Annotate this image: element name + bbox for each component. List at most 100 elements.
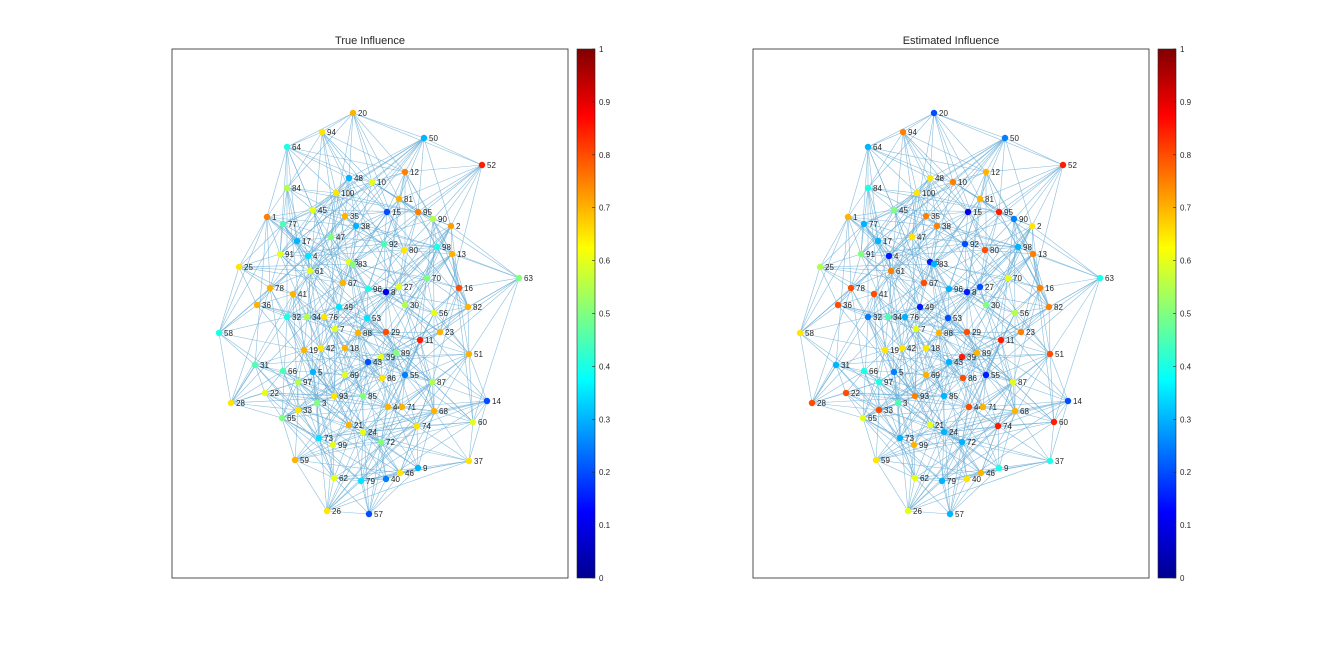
edge-93-66 bbox=[282, 370, 335, 397]
node-71 bbox=[398, 403, 406, 411]
node-label-85: 85 bbox=[368, 392, 377, 401]
edge-94-48 bbox=[321, 131, 350, 179]
node-70 bbox=[423, 274, 431, 282]
edge-100-4 bbox=[307, 192, 337, 257]
edge-82-13 bbox=[451, 253, 469, 308]
node-label-68: 68 bbox=[439, 407, 448, 416]
edge-38-1 bbox=[266, 216, 357, 227]
node-88 bbox=[935, 329, 943, 337]
edge-61-47 bbox=[890, 236, 913, 272]
node-label-74: 74 bbox=[1003, 422, 1012, 431]
edge-14-37 bbox=[468, 400, 488, 462]
edge-15-94 bbox=[902, 131, 969, 213]
edge-58-1 bbox=[799, 216, 849, 334]
edge-85-7 bbox=[334, 328, 364, 397]
node-38 bbox=[352, 222, 360, 230]
edge-79-24 bbox=[941, 431, 945, 482]
edge-20-10 bbox=[933, 112, 954, 183]
edge-85-86 bbox=[943, 377, 964, 397]
edge-46-57 bbox=[368, 472, 401, 515]
edge-57-55 bbox=[368, 374, 406, 515]
node-19 bbox=[881, 346, 889, 354]
node-label-95: 95 bbox=[1004, 208, 1013, 217]
node-label-80: 80 bbox=[409, 246, 418, 255]
node-52 bbox=[1059, 161, 1067, 169]
edge-13-12 bbox=[404, 171, 453, 255]
edge-18-39 bbox=[344, 347, 382, 358]
node-96 bbox=[945, 285, 953, 293]
edge-67-45 bbox=[312, 209, 344, 284]
edge-13-12 bbox=[985, 171, 1034, 255]
edge-70-98 bbox=[426, 246, 438, 279]
node-28 bbox=[808, 399, 816, 407]
edge-59-87 bbox=[875, 381, 1014, 461]
node-label-31: 31 bbox=[841, 361, 850, 370]
edge-49-67 bbox=[338, 282, 344, 308]
node-83 bbox=[349, 260, 357, 268]
edge-84-19 bbox=[867, 187, 886, 351]
edge-67-76 bbox=[904, 282, 925, 318]
edge-92-45 bbox=[312, 209, 385, 245]
edge-32-36 bbox=[256, 304, 288, 318]
node-96 bbox=[364, 285, 372, 293]
node-17 bbox=[874, 237, 882, 245]
edge-30-4 bbox=[307, 255, 406, 306]
edge-30-56 bbox=[404, 304, 435, 314]
edge-42-32 bbox=[286, 316, 322, 349]
edge-50-95 bbox=[998, 137, 1006, 213]
edge-94-84 bbox=[867, 131, 904, 189]
edge-92-27 bbox=[964, 243, 981, 288]
edge-83-17 bbox=[877, 240, 935, 265]
edge-77-84 bbox=[863, 187, 869, 225]
edge-90-82 bbox=[432, 218, 469, 308]
edge-65-97 bbox=[862, 381, 880, 419]
edge-48-47 bbox=[330, 177, 350, 238]
edge-59-74 bbox=[875, 425, 999, 461]
edge-46-72 bbox=[961, 441, 982, 474]
node-53 bbox=[363, 314, 371, 322]
node-33 bbox=[875, 406, 883, 414]
edge-59-87 bbox=[294, 381, 433, 461]
edge-45-95 bbox=[312, 209, 419, 213]
edge-40-79 bbox=[360, 478, 387, 482]
edge-43-51 bbox=[948, 353, 1051, 363]
edge-83-77 bbox=[282, 223, 354, 265]
edge-5-19 bbox=[303, 349, 314, 373]
edge-94-100 bbox=[321, 131, 337, 194]
edge-14-87 bbox=[431, 381, 488, 402]
node-label-24: 24 bbox=[368, 428, 377, 437]
edge-27-70 bbox=[398, 277, 428, 288]
edge-59-65 bbox=[862, 417, 877, 461]
node-label-7: 7 bbox=[921, 325, 926, 334]
edge-78-1 bbox=[847, 216, 852, 289]
edge-71-53 bbox=[947, 317, 984, 408]
edge-7-49 bbox=[334, 306, 340, 330]
edge-98-8 bbox=[966, 246, 1019, 293]
edge-76-6 bbox=[323, 261, 350, 318]
edge-55-71 bbox=[401, 374, 406, 408]
edge-4-84 bbox=[867, 187, 890, 257]
edge-8-83 bbox=[933, 263, 968, 293]
edge-87-11 bbox=[1000, 339, 1014, 383]
edge-78-1 bbox=[266, 216, 271, 289]
edge-12-50 bbox=[985, 137, 1006, 173]
edge-31-66 bbox=[254, 364, 284, 372]
node-label-12: 12 bbox=[410, 168, 419, 177]
edge-51-71 bbox=[982, 353, 1051, 408]
edge-40-79 bbox=[941, 478, 968, 482]
colorbar-tick-label: 1 bbox=[599, 45, 604, 54]
colorbar-tick-label: 0.2 bbox=[599, 468, 611, 477]
edge-60-40 bbox=[966, 421, 1055, 480]
node-label-3: 3 bbox=[322, 399, 327, 408]
node-label-9: 9 bbox=[423, 464, 428, 473]
edge-66-62 bbox=[863, 370, 916, 479]
edge-55-87 bbox=[985, 374, 1014, 383]
edge-8-53 bbox=[366, 291, 387, 319]
edge-6-34 bbox=[887, 261, 931, 318]
edge-28-66 bbox=[811, 370, 865, 404]
node-label-47: 47 bbox=[917, 233, 926, 242]
edge-72-89 bbox=[961, 352, 978, 443]
edge-95-98 bbox=[998, 211, 1019, 248]
edge-35-45 bbox=[312, 209, 346, 217]
edge-55-60 bbox=[985, 374, 1055, 423]
